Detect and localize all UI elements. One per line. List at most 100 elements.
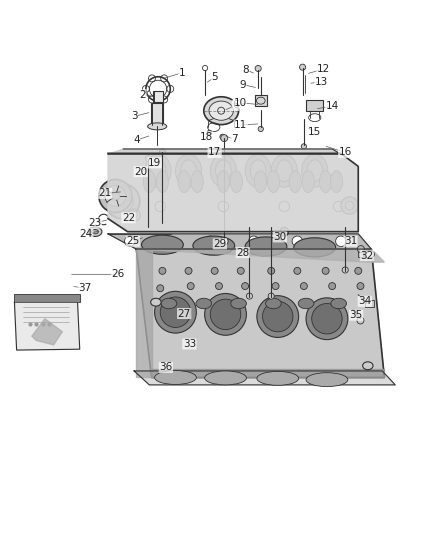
Ellipse shape <box>265 298 281 309</box>
Ellipse shape <box>363 362 373 370</box>
Ellipse shape <box>257 372 299 385</box>
Ellipse shape <box>210 154 237 187</box>
Ellipse shape <box>289 171 301 192</box>
Polygon shape <box>136 249 152 377</box>
Circle shape <box>159 268 166 274</box>
Circle shape <box>255 66 261 71</box>
Circle shape <box>280 228 289 236</box>
Circle shape <box>215 282 223 289</box>
Text: 2: 2 <box>140 90 146 100</box>
Circle shape <box>105 185 126 206</box>
Ellipse shape <box>230 171 243 192</box>
Circle shape <box>210 299 241 329</box>
Circle shape <box>249 236 259 246</box>
Ellipse shape <box>302 171 314 192</box>
Ellipse shape <box>306 373 348 386</box>
Circle shape <box>294 268 301 274</box>
Bar <box>365 300 374 306</box>
Ellipse shape <box>145 154 171 187</box>
Text: 12: 12 <box>317 64 330 74</box>
Ellipse shape <box>209 101 233 120</box>
Text: 36: 36 <box>159 362 173 373</box>
Ellipse shape <box>245 154 271 187</box>
Circle shape <box>301 144 307 149</box>
Circle shape <box>322 268 329 274</box>
Circle shape <box>207 130 212 135</box>
Ellipse shape <box>217 171 230 192</box>
Circle shape <box>218 201 229 212</box>
Circle shape <box>131 212 138 219</box>
Circle shape <box>268 268 275 274</box>
Circle shape <box>159 149 166 155</box>
Circle shape <box>124 201 135 212</box>
Circle shape <box>220 237 228 245</box>
Circle shape <box>162 236 172 246</box>
Ellipse shape <box>251 160 266 182</box>
Text: 23: 23 <box>88 218 102 228</box>
Ellipse shape <box>155 370 196 384</box>
Text: 13: 13 <box>314 77 328 86</box>
Circle shape <box>336 236 346 246</box>
Circle shape <box>355 268 362 274</box>
Ellipse shape <box>271 154 297 187</box>
Text: 8: 8 <box>243 65 249 75</box>
Ellipse shape <box>150 160 166 182</box>
Ellipse shape <box>143 171 155 192</box>
Circle shape <box>257 296 299 337</box>
Ellipse shape <box>267 171 279 192</box>
Ellipse shape <box>196 298 212 309</box>
Text: 24: 24 <box>80 229 93 239</box>
Text: 18: 18 <box>199 132 212 142</box>
Text: 35: 35 <box>350 310 363 320</box>
Circle shape <box>118 197 127 206</box>
Bar <box>151 103 163 125</box>
Circle shape <box>205 294 247 335</box>
Ellipse shape <box>320 171 332 192</box>
Text: 20: 20 <box>134 167 147 176</box>
Circle shape <box>99 180 132 213</box>
Text: 7: 7 <box>231 134 237 144</box>
Text: 6: 6 <box>232 100 239 110</box>
Ellipse shape <box>191 171 203 192</box>
Circle shape <box>124 236 135 246</box>
Circle shape <box>155 201 166 212</box>
Ellipse shape <box>298 298 314 309</box>
Bar <box>254 95 267 107</box>
Circle shape <box>105 184 140 219</box>
Polygon shape <box>108 234 371 249</box>
Text: 25: 25 <box>126 236 139 246</box>
Polygon shape <box>32 319 62 345</box>
Text: 4: 4 <box>133 135 140 146</box>
Circle shape <box>211 268 218 274</box>
Bar <box>358 247 364 257</box>
Text: 34: 34 <box>358 296 371 306</box>
Circle shape <box>357 246 364 253</box>
Text: 33: 33 <box>183 339 196 349</box>
Circle shape <box>221 135 228 142</box>
Circle shape <box>306 298 348 340</box>
Text: 21: 21 <box>99 188 112 198</box>
Circle shape <box>300 282 307 289</box>
Circle shape <box>155 292 196 333</box>
Text: 32: 32 <box>360 251 374 261</box>
Circle shape <box>328 282 336 289</box>
Circle shape <box>187 282 194 289</box>
Circle shape <box>312 303 342 334</box>
Ellipse shape <box>254 171 266 192</box>
Ellipse shape <box>181 160 196 182</box>
Polygon shape <box>108 149 341 154</box>
Circle shape <box>333 201 344 212</box>
Text: 10: 10 <box>233 98 247 108</box>
Text: 16: 16 <box>339 148 352 157</box>
Ellipse shape <box>193 236 235 255</box>
Ellipse shape <box>364 251 374 258</box>
Text: 28: 28 <box>237 247 250 257</box>
Ellipse shape <box>176 154 201 187</box>
Circle shape <box>112 190 133 212</box>
Ellipse shape <box>148 123 167 130</box>
Circle shape <box>262 301 293 332</box>
Circle shape <box>357 317 364 324</box>
Text: 9: 9 <box>240 79 246 90</box>
Text: 11: 11 <box>234 120 247 130</box>
Circle shape <box>258 126 263 132</box>
